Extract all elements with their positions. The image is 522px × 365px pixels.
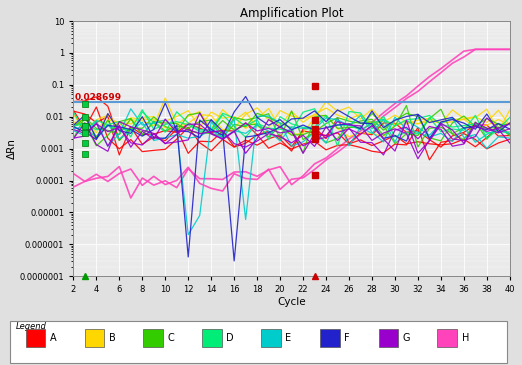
FancyBboxPatch shape [26, 329, 45, 347]
Text: B: B [109, 334, 115, 343]
Text: A: A [50, 334, 56, 343]
Text: C: C [168, 334, 174, 343]
Text: Legend: Legend [16, 322, 46, 331]
FancyBboxPatch shape [378, 329, 398, 347]
FancyBboxPatch shape [320, 329, 339, 347]
Text: D: D [226, 334, 234, 343]
FancyBboxPatch shape [85, 329, 104, 347]
X-axis label: Cycle: Cycle [277, 297, 306, 307]
Text: E: E [285, 334, 291, 343]
Text: 0.028699: 0.028699 [75, 93, 122, 102]
FancyBboxPatch shape [261, 329, 281, 347]
FancyBboxPatch shape [144, 329, 163, 347]
FancyBboxPatch shape [437, 329, 457, 347]
Text: G: G [402, 334, 410, 343]
Y-axis label: ΔRn: ΔRn [7, 138, 17, 159]
FancyBboxPatch shape [202, 329, 222, 347]
Text: F: F [344, 334, 350, 343]
Title: Amplification Plot: Amplification Plot [240, 7, 343, 20]
FancyBboxPatch shape [10, 321, 506, 363]
Text: H: H [461, 334, 469, 343]
